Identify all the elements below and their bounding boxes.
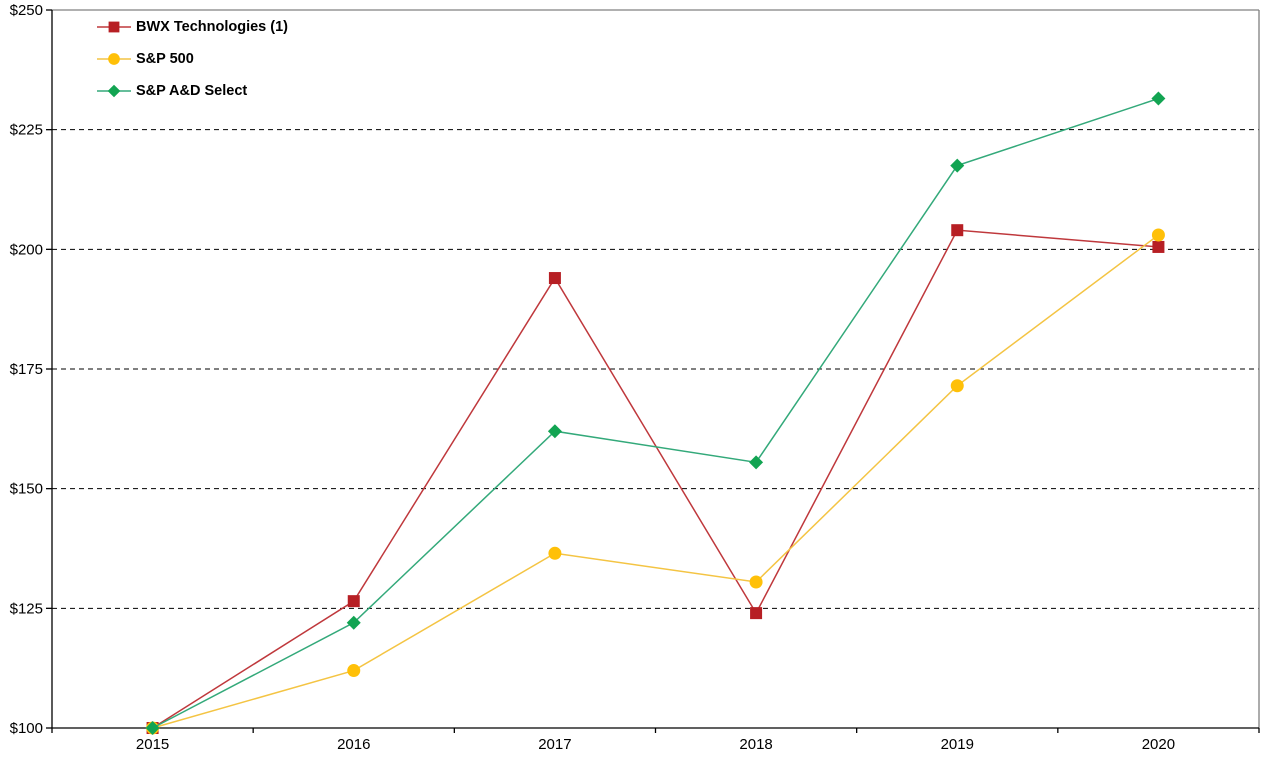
svg-text:2019: 2019 [941,736,974,753]
legend-item-bwx: BWX Technologies (1) [97,16,288,37]
legend-label-bwx: BWX Technologies (1) [136,18,288,35]
svg-text:2020: 2020 [1142,736,1175,753]
spad-diamond-marker-icon [97,84,131,98]
svg-text:$100: $100 [10,720,43,737]
legend-label-spad: S&P A&D Select [136,82,248,99]
legend-item-sp500: S&P 500 [97,48,288,69]
svg-text:2016: 2016 [337,736,370,753]
legend-label-sp500: S&P 500 [136,50,194,67]
svg-text:$175: $175 [10,361,43,378]
sp500-circle-marker-icon [97,52,131,66]
svg-text:$125: $125 [10,600,43,617]
legend-item-spad: S&P A&D Select [97,80,288,101]
svg-text:2015: 2015 [136,736,169,753]
svg-text:$200: $200 [10,241,43,258]
svg-text:$250: $250 [10,2,43,19]
svg-text:$225: $225 [10,122,43,139]
chart-legend: BWX Technologies (1) S&P 500 S&P A&D Sel… [97,16,288,101]
svg-text:2017: 2017 [538,736,571,753]
svg-text:$150: $150 [10,481,43,498]
bwx-square-marker-icon [97,20,131,34]
svg-text:2018: 2018 [739,736,772,753]
